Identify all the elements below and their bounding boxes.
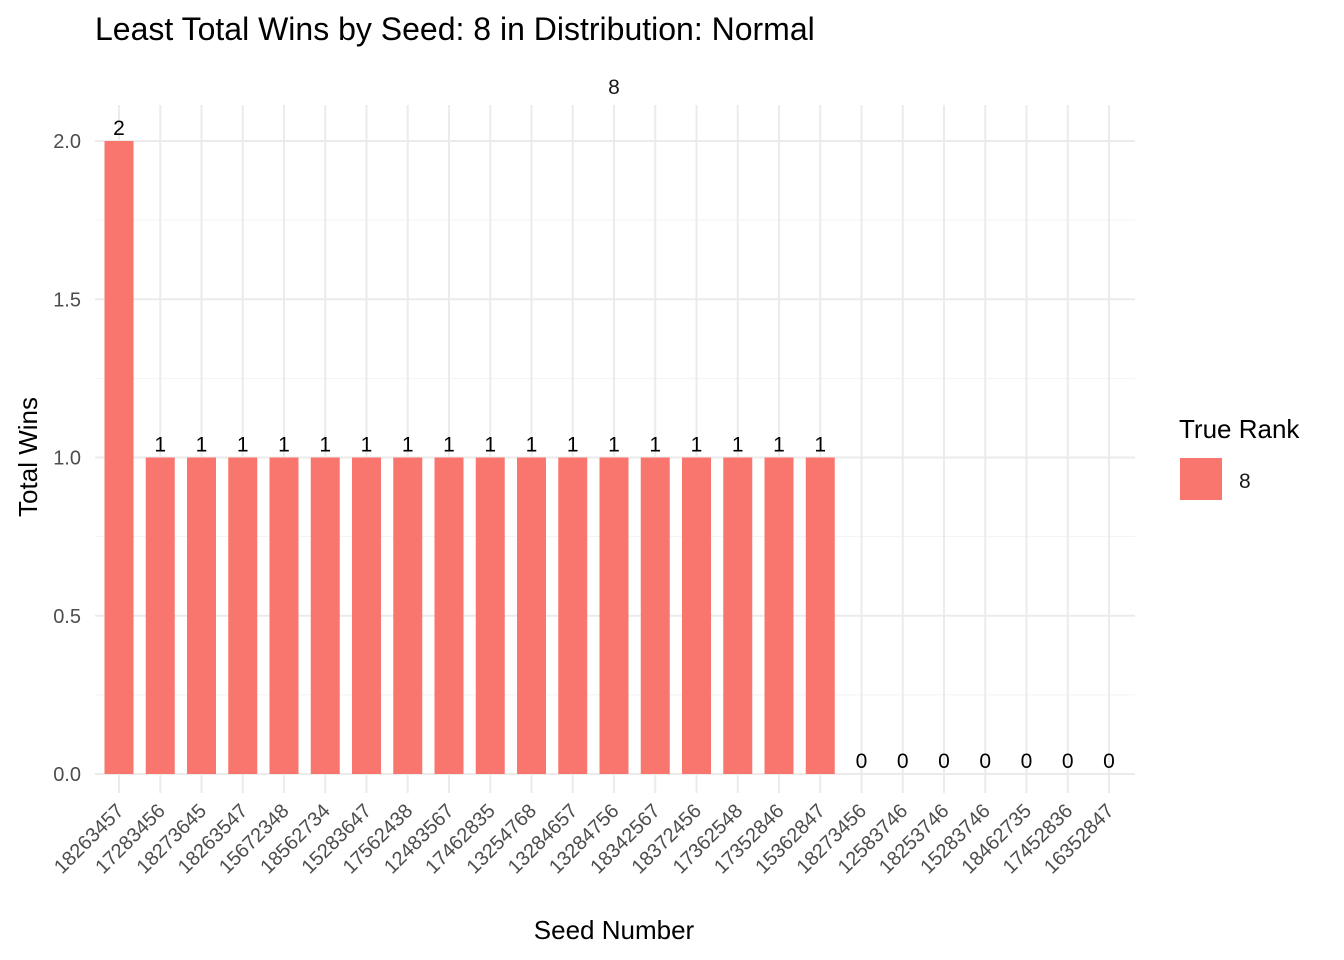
bar xyxy=(104,141,134,774)
bar xyxy=(187,457,216,774)
bar-value-label: 1 xyxy=(814,434,826,457)
y-tick-label: 0.0 xyxy=(53,764,81,786)
bar-value-label: 0 xyxy=(1062,750,1074,773)
bar-value-label: 1 xyxy=(278,434,290,457)
y-axis-title: Total Wins xyxy=(13,397,43,517)
bar-value-label: 1 xyxy=(402,434,414,457)
bar xyxy=(723,457,753,774)
bar-value-label: 0 xyxy=(856,750,868,773)
bar-value-label: 1 xyxy=(691,434,703,457)
bar-value-label: 2 xyxy=(113,117,125,140)
legend: True Rank 8 xyxy=(1179,414,1300,500)
y-tick-label: 0.5 xyxy=(53,606,81,628)
legend-key-swatch xyxy=(1180,458,1222,500)
bar-value-label: 0 xyxy=(1021,750,1033,773)
bar xyxy=(434,457,464,774)
bar xyxy=(517,457,546,774)
y-tick-label: 1.0 xyxy=(53,448,81,470)
bar xyxy=(805,457,835,774)
bar-value-label: 1 xyxy=(237,434,249,457)
y-tick-label: 1.5 xyxy=(53,289,81,311)
bars xyxy=(104,141,835,774)
bar-value-label: 0 xyxy=(938,750,950,773)
x-axis-title: Seed Number xyxy=(534,915,695,945)
y-axis-ticks: 0.0 0.5 1.0 1.5 2.0 xyxy=(53,131,81,786)
bar-value-label: 1 xyxy=(608,434,620,457)
legend-title: True Rank xyxy=(1179,414,1300,444)
bar-value-label: 1 xyxy=(361,434,373,457)
bar-value-label: 1 xyxy=(443,434,455,457)
bar xyxy=(310,457,340,774)
bar xyxy=(640,457,670,774)
bar xyxy=(475,457,505,774)
bar xyxy=(764,457,794,774)
bar-value-label: 1 xyxy=(773,434,785,457)
bar-labels: 2 1 1 1 1 1 1 1 1 1 1 1 1 1 1 1 1 1 0 0 0 0 0 0 0 xyxy=(113,117,1115,773)
bar xyxy=(145,457,175,774)
bar xyxy=(269,457,299,774)
bar xyxy=(228,457,258,774)
y-tick-label: 2.0 xyxy=(53,131,81,153)
bar-value-label: 1 xyxy=(567,434,579,457)
bar-value-label: 1 xyxy=(526,434,538,457)
bar xyxy=(558,457,588,774)
bar-value-label: 1 xyxy=(196,434,208,457)
bar-value-label: 0 xyxy=(1103,750,1115,773)
bar-value-label: 1 xyxy=(319,434,331,457)
bar xyxy=(352,457,381,774)
bar-value-label: 1 xyxy=(732,434,744,457)
chart-title: Least Total Wins by Seed: 8 in Distribut… xyxy=(95,11,815,47)
bar xyxy=(682,457,711,774)
bar-value-label: 1 xyxy=(649,434,661,457)
bar-value-label: 0 xyxy=(979,750,991,773)
bar-value-label: 1 xyxy=(154,434,166,457)
bar-value-label: 0 xyxy=(897,750,909,773)
bar xyxy=(393,457,423,774)
bar xyxy=(599,457,629,774)
x-axis-ticks: 1826345717283456182736451826354715672348… xyxy=(50,800,1118,878)
bar-value-label: 1 xyxy=(484,434,496,457)
facet-label: 8 xyxy=(608,76,620,99)
legend-entry-label: 8 xyxy=(1239,470,1251,493)
